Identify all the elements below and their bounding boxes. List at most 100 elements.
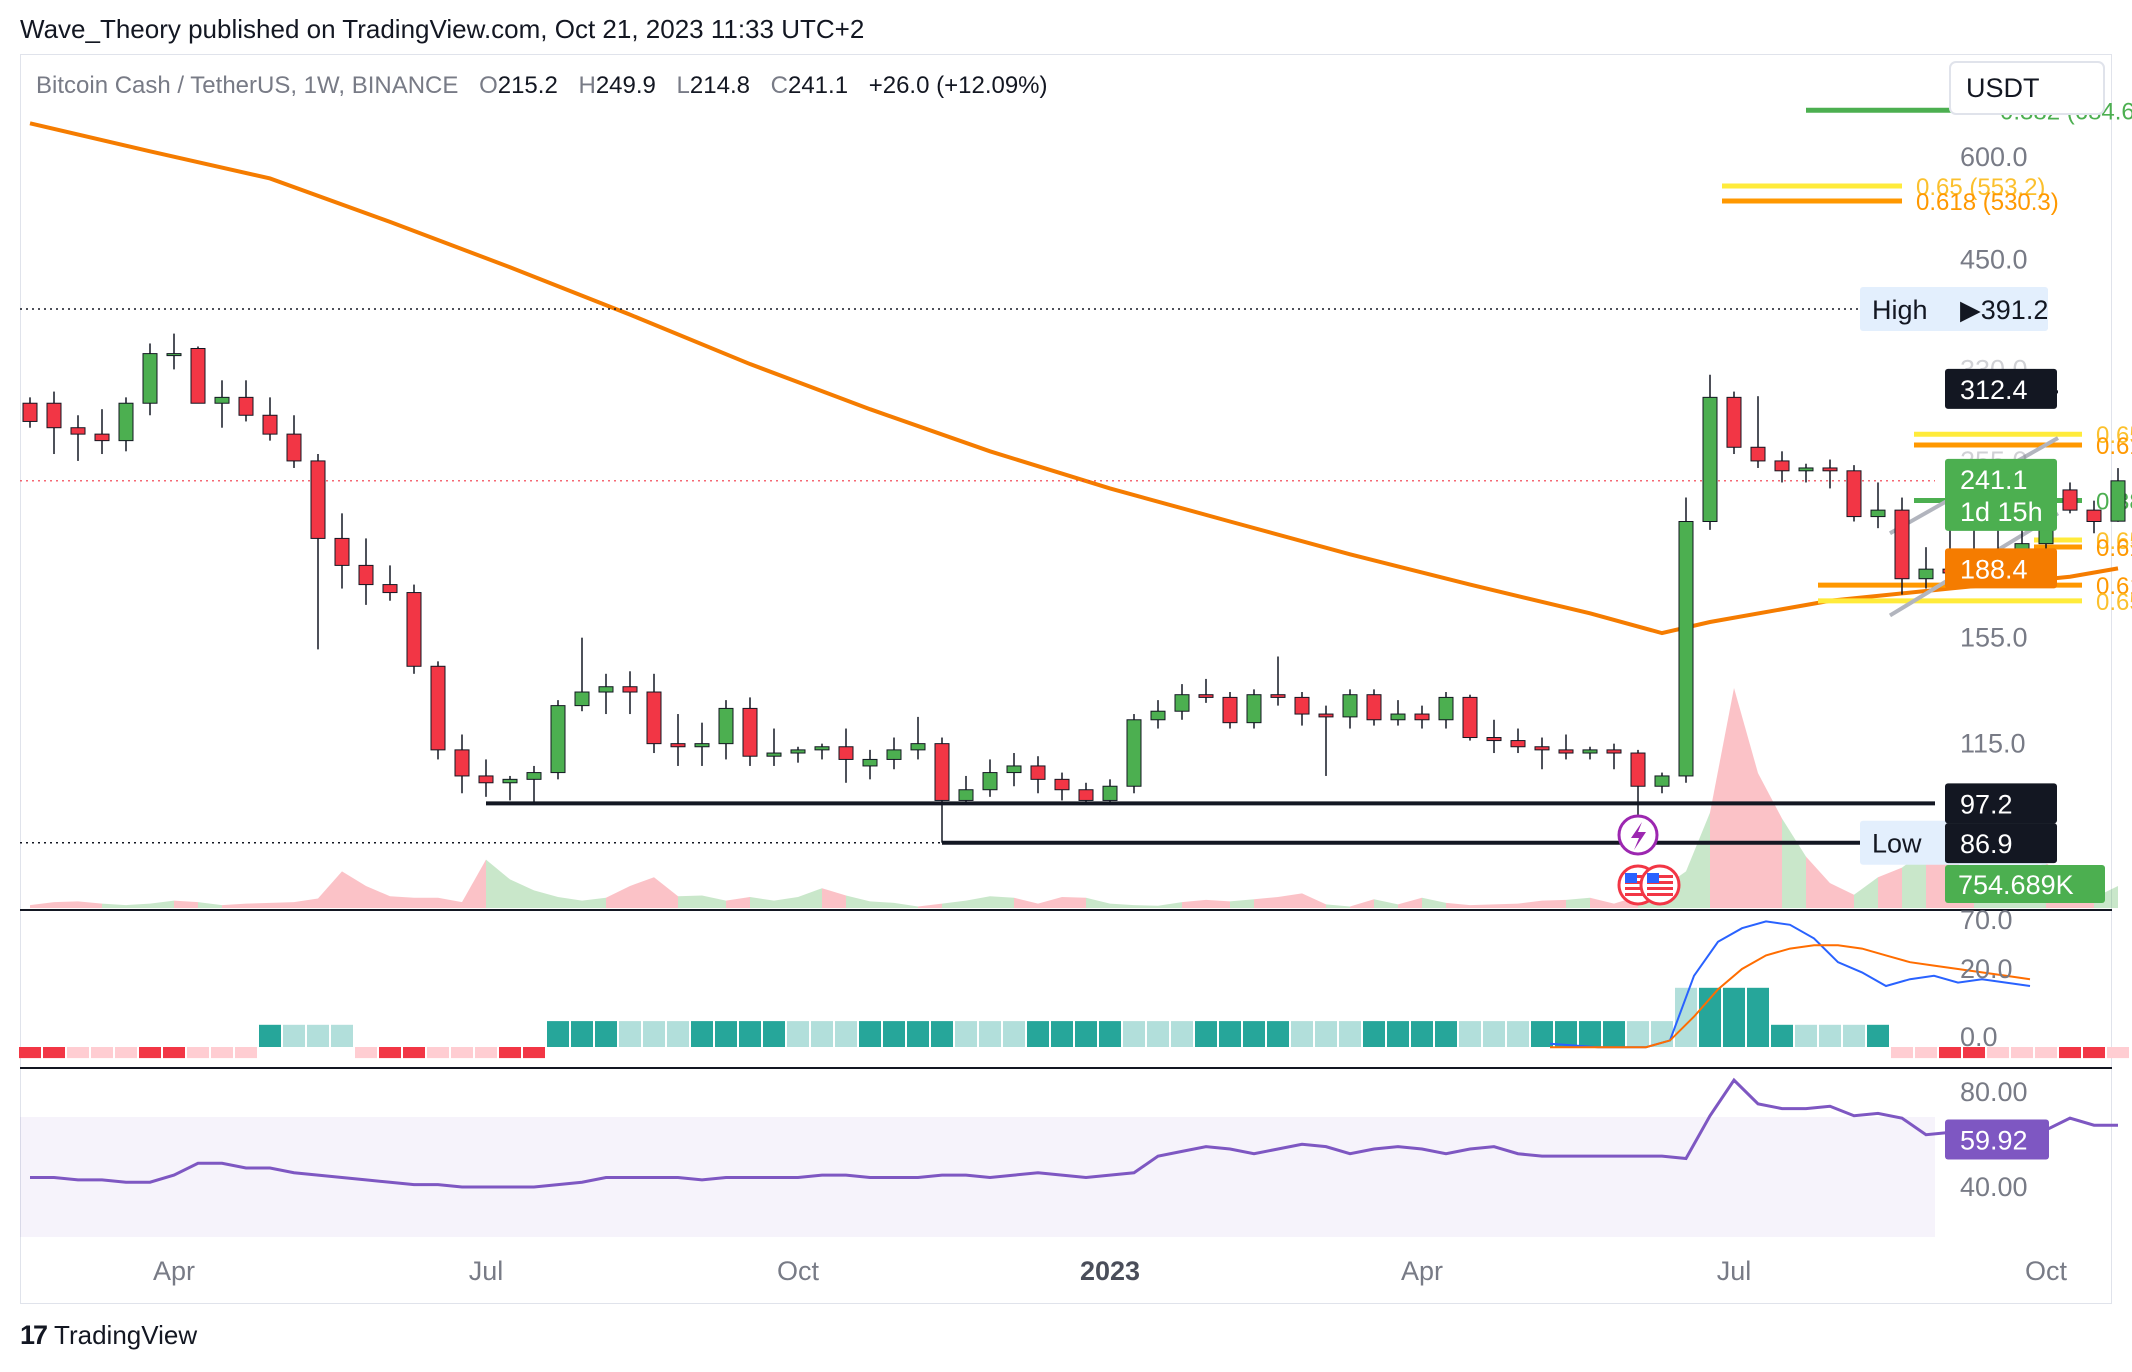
macd-histogram-bar xyxy=(1003,1021,1025,1047)
macd-histogram-bar xyxy=(1843,1024,1865,1047)
volume-area xyxy=(918,903,942,908)
candle xyxy=(1534,737,1550,770)
price-axis-tick-label: 600.0 xyxy=(1960,142,2028,172)
candle xyxy=(1654,772,1670,794)
volume-area xyxy=(1686,812,1710,908)
candle-body xyxy=(958,789,974,801)
macd-histogram-bar xyxy=(739,1021,761,1047)
candle xyxy=(478,759,494,797)
candle-body xyxy=(2086,509,2102,523)
price-tag-value: ▶391.2 xyxy=(1960,295,2048,325)
legend-line: Bitcoin Cash / TetherUS, 1W, BINANCE O21… xyxy=(36,72,1048,99)
candle-body xyxy=(1846,470,1862,518)
volume-area xyxy=(870,901,894,908)
macd-histogram-bar xyxy=(1867,1024,1889,1047)
candle-body xyxy=(1798,467,1814,472)
macd-histogram-bar xyxy=(1291,1021,1313,1047)
candle-body xyxy=(814,746,830,751)
candle-body xyxy=(1078,789,1094,801)
candle-body xyxy=(454,749,470,777)
volume-area xyxy=(1326,904,1350,908)
volume-area xyxy=(1542,899,1566,908)
macd-histogram-bar xyxy=(2083,1047,2105,1059)
macd-histogram-bar xyxy=(2059,1047,2081,1059)
candle-body xyxy=(1558,749,1574,754)
candle xyxy=(838,728,854,783)
volume-area xyxy=(894,902,918,908)
volume-area xyxy=(438,897,462,908)
candle xyxy=(1822,459,1838,489)
macd-histogram-bar xyxy=(1531,1021,1553,1047)
candle-body xyxy=(2062,489,2078,511)
candle-body xyxy=(718,707,734,745)
macd-histogram-bar xyxy=(1747,987,1769,1047)
fib-level-label: 0.65 (204.1) xyxy=(2096,528,2132,555)
volume-area xyxy=(1110,903,1134,908)
volume-area xyxy=(1878,867,1902,908)
volume-area xyxy=(1734,688,1758,908)
currency-button[interactable]: USDT xyxy=(1949,61,2105,115)
volume-area xyxy=(990,896,1014,908)
volume-area xyxy=(1782,818,1806,908)
volume-area xyxy=(1158,902,1182,908)
volume-area xyxy=(1566,897,1590,908)
candle-body xyxy=(1054,778,1070,791)
macd-pane xyxy=(19,920,2129,1059)
macd-histogram-bar xyxy=(1051,1021,1073,1047)
price-axis-tick-label: 450.0 xyxy=(1960,244,2028,274)
candle-body xyxy=(238,396,254,416)
candle-body xyxy=(646,691,662,745)
event-icons[interactable] xyxy=(1617,814,1681,906)
us-flag-icon[interactable] xyxy=(1639,864,1681,906)
macd-histogram-bar xyxy=(1027,1021,1049,1047)
candle xyxy=(1798,463,1814,483)
candle xyxy=(1078,782,1094,804)
volume-area xyxy=(1302,893,1326,908)
macd-histogram-bar xyxy=(259,1024,281,1047)
candle xyxy=(238,380,254,422)
candle-body xyxy=(94,433,110,442)
flag-icon-stripe xyxy=(1625,893,1651,896)
macd-histogram-bar xyxy=(1195,1021,1217,1047)
volume-area xyxy=(606,886,630,908)
macd-histogram-bar xyxy=(2107,1047,2129,1059)
candle xyxy=(1246,689,1262,729)
axes: AprJulOct2023AprJulOct2024600.0450.0155.… xyxy=(20,142,2112,1286)
macd-axis-tick-label: 20.0 xyxy=(1960,954,2013,984)
candle xyxy=(670,714,686,766)
price-label: 97.2 xyxy=(1945,783,2057,824)
candle xyxy=(982,759,998,797)
volume-area xyxy=(294,898,318,908)
volume-area xyxy=(366,886,390,908)
candle xyxy=(910,716,926,760)
volume-area xyxy=(270,902,294,908)
macd-histogram-bar xyxy=(1339,1021,1361,1047)
candle-body xyxy=(934,743,950,801)
fib-level-label: 0.618 (200.1) xyxy=(2096,535,2132,562)
candle xyxy=(142,343,158,416)
volume-area xyxy=(1422,897,1446,908)
macd-histogram-bar xyxy=(835,1021,857,1047)
price-label-bg xyxy=(1945,368,2057,409)
lightning-icon[interactable] xyxy=(1617,814,1659,856)
flag-icon-circle xyxy=(1639,864,1681,906)
macd-histogram-bar xyxy=(211,1047,233,1059)
macd-histogram-bar xyxy=(859,1021,881,1047)
macd-histogram-bar xyxy=(1675,987,1697,1047)
candle-body xyxy=(1198,694,1214,698)
candle-body xyxy=(430,665,446,751)
macd-histogram-bar xyxy=(643,1021,665,1047)
price-label-bg xyxy=(1945,783,2057,824)
volume-area xyxy=(54,901,78,908)
macd-histogram-bar xyxy=(787,1021,809,1047)
macd-histogram-bar xyxy=(523,1047,545,1059)
macd-histogram-bar xyxy=(1171,1021,1193,1047)
volume-area xyxy=(678,895,702,908)
volume-area xyxy=(750,897,774,908)
candle-body xyxy=(118,402,134,442)
tradingview-logo[interactable]: 17 TradingView xyxy=(20,1320,197,1351)
price-tag-name: High xyxy=(1872,295,1928,325)
candle-body xyxy=(1822,467,1838,472)
macd-histogram-bar xyxy=(1963,1047,1985,1059)
